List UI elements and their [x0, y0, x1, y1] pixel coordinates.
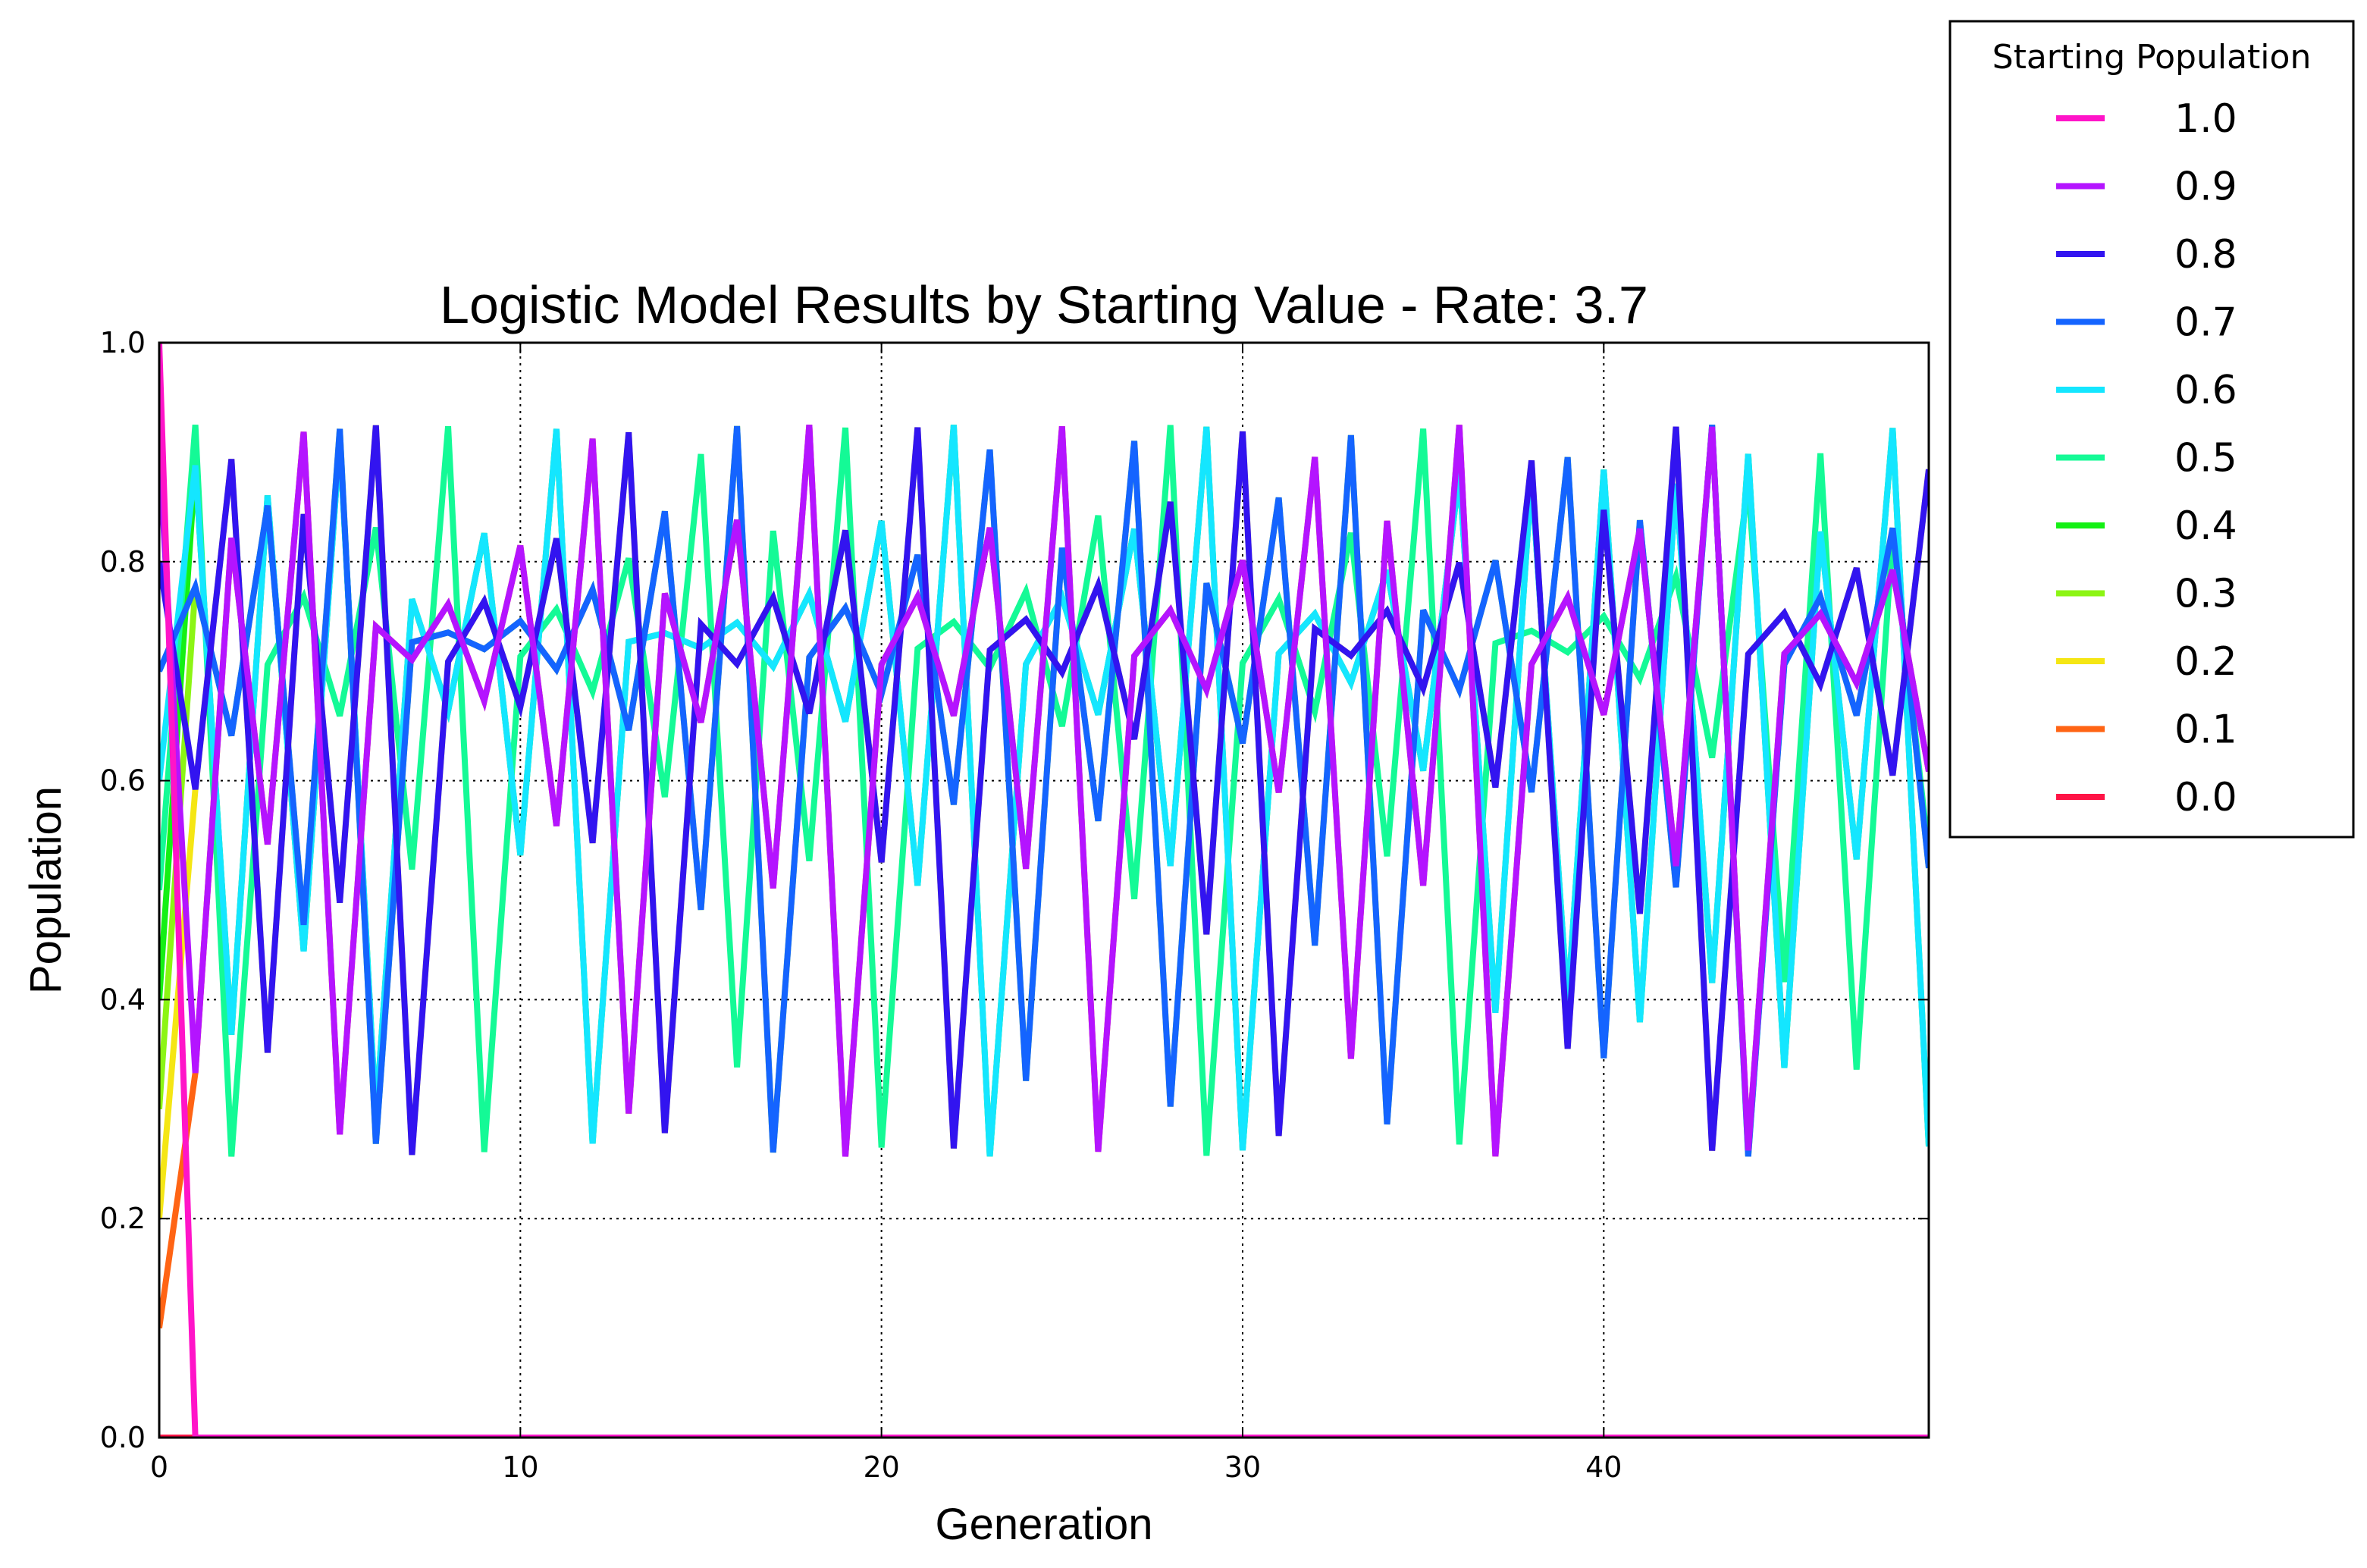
chart-title: Logistic Model Results by Starting Value… [440, 275, 1648, 334]
y-tick-label: 0.6 [100, 764, 146, 798]
y-tick-label: 0.2 [100, 1202, 146, 1235]
legend-frame [1948, 20, 2355, 839]
legend-label: 1.0 [2174, 96, 2237, 142]
series-lines [159, 343, 1929, 1438]
x-tick-label: 20 [863, 1450, 899, 1484]
y-tick-label: 0.4 [100, 983, 146, 1016]
series-line-0-7 [159, 425, 1929, 1157]
legend-label: 0.9 [2174, 165, 2237, 210]
legend-label: 0.3 [2174, 572, 2237, 617]
x-axis-label: Generation [936, 1500, 1153, 1549]
y-tick-label: 0.8 [100, 545, 146, 579]
y-axis-label: Population [21, 786, 71, 994]
legend-label: 0.4 [2174, 503, 2237, 549]
legend-label: 0.2 [2174, 639, 2237, 685]
legend-label: 0.7 [2174, 300, 2237, 346]
x-tick-label: 30 [1224, 1450, 1261, 1484]
y-tick-label: 0.0 [100, 1421, 146, 1454]
plot-frame [158, 341, 1930, 1439]
legend-label: 0.0 [2174, 775, 2237, 820]
x-tick-label: 0 [150, 1450, 168, 1484]
x-tick-label: 40 [1585, 1450, 1622, 1484]
series-line-0-9 [159, 425, 1929, 1157]
ticks: 0 10 20 30 40 0.0 0.2 0.4 0.6 0.8 1.0 [100, 326, 1929, 1484]
y-tick-label: 1.0 [100, 326, 146, 359]
legend-title: Starting Population [1992, 38, 2312, 77]
legend-label: 0.6 [2174, 368, 2237, 413]
legend-label: 0.8 [2174, 232, 2237, 278]
x-tick-label: 10 [502, 1450, 538, 1484]
legend-label: 0.1 [2174, 707, 2237, 753]
legend-label: 0.5 [2174, 436, 2237, 481]
legend: Starting Population 1.0 0.9 0.8 0.7 0.6 0.5 0.… [1948, 20, 2355, 839]
legend-entries: 1.0 0.9 0.8 0.7 0.6 0.5 0.4 0.3 0.2 0.1 0.0 [2056, 96, 2237, 820]
